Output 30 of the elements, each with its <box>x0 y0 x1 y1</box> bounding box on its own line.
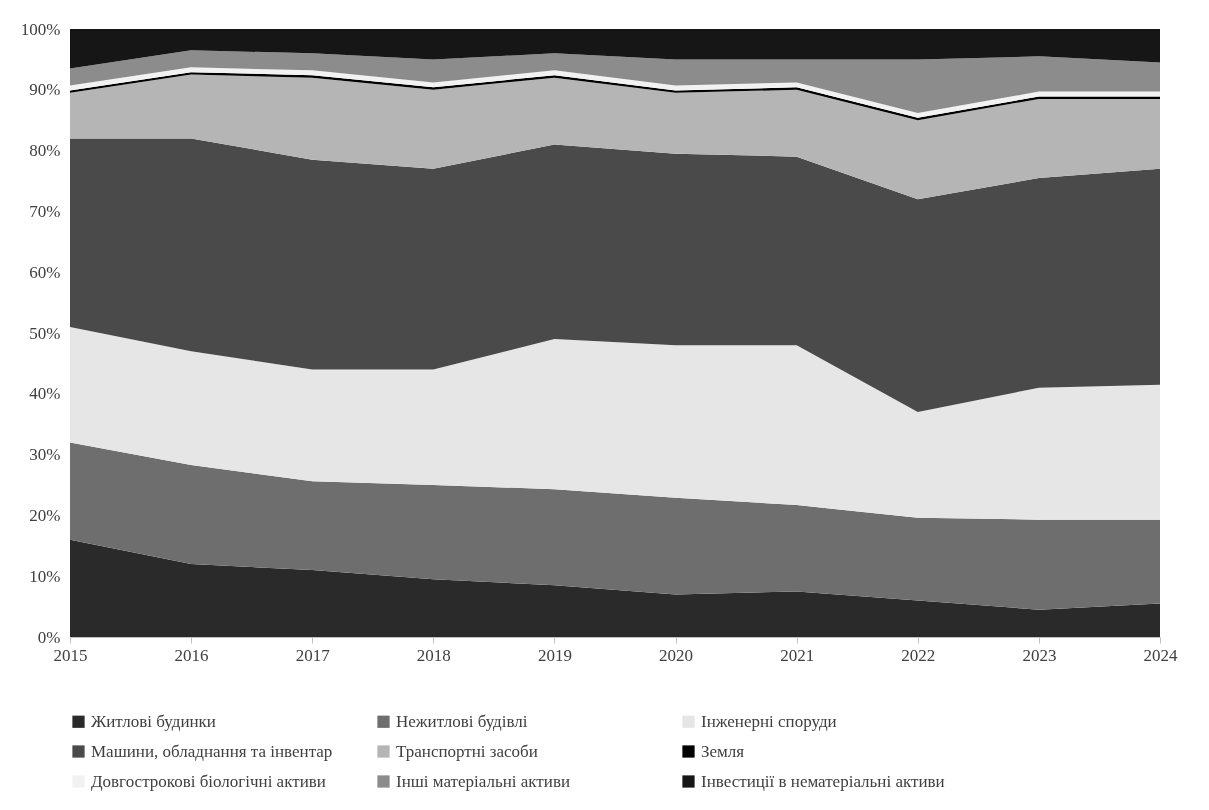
legend-label: Довгострокові біологічні активи <box>91 771 326 791</box>
legend-label: Житлові будинки <box>91 711 216 731</box>
x-tick-label: 2017 <box>295 645 331 665</box>
y-tick-label: 60% <box>29 262 61 282</box>
x-tick-label: 2022 <box>901 645 936 665</box>
legend-label: Земля <box>701 741 745 761</box>
x-tick-label: 2016 <box>174 645 209 665</box>
y-tick-label: 20% <box>29 505 61 525</box>
x-tick-label: 2023 <box>1022 645 1057 665</box>
legend-label: Інженерні споруди <box>701 711 837 731</box>
legend-label: Інвестиції в нематеріальні активи <box>701 771 945 791</box>
legend-label: Інші матеріальні активи <box>396 771 571 791</box>
x-tick-label: 2018 <box>416 645 451 665</box>
y-tick-label: 80% <box>29 141 61 161</box>
y-tick-label: 40% <box>29 384 61 404</box>
legend-label: Нежитлові будівлі <box>396 711 528 731</box>
legend-label: Транспортні засоби <box>396 741 538 761</box>
y-tick-label: 0% <box>37 627 61 647</box>
y-tick-label: 30% <box>29 445 61 465</box>
x-tick-label: 2015 <box>53 645 88 665</box>
x-tick-label: 2021 <box>780 645 815 665</box>
y-tick-label: 70% <box>29 201 61 221</box>
legend-label: Машини, обладнання та інвентар <box>91 741 333 761</box>
y-tick-label: 90% <box>29 80 61 100</box>
y-tick-label: 10% <box>29 566 61 586</box>
y-tick-label: 50% <box>29 323 61 343</box>
y-tick-label: 100% <box>20 19 61 39</box>
x-tick-label: 2019 <box>537 645 572 665</box>
x-tick-label: 2024 <box>1143 645 1178 665</box>
x-tick-label: 2020 <box>659 645 694 665</box>
